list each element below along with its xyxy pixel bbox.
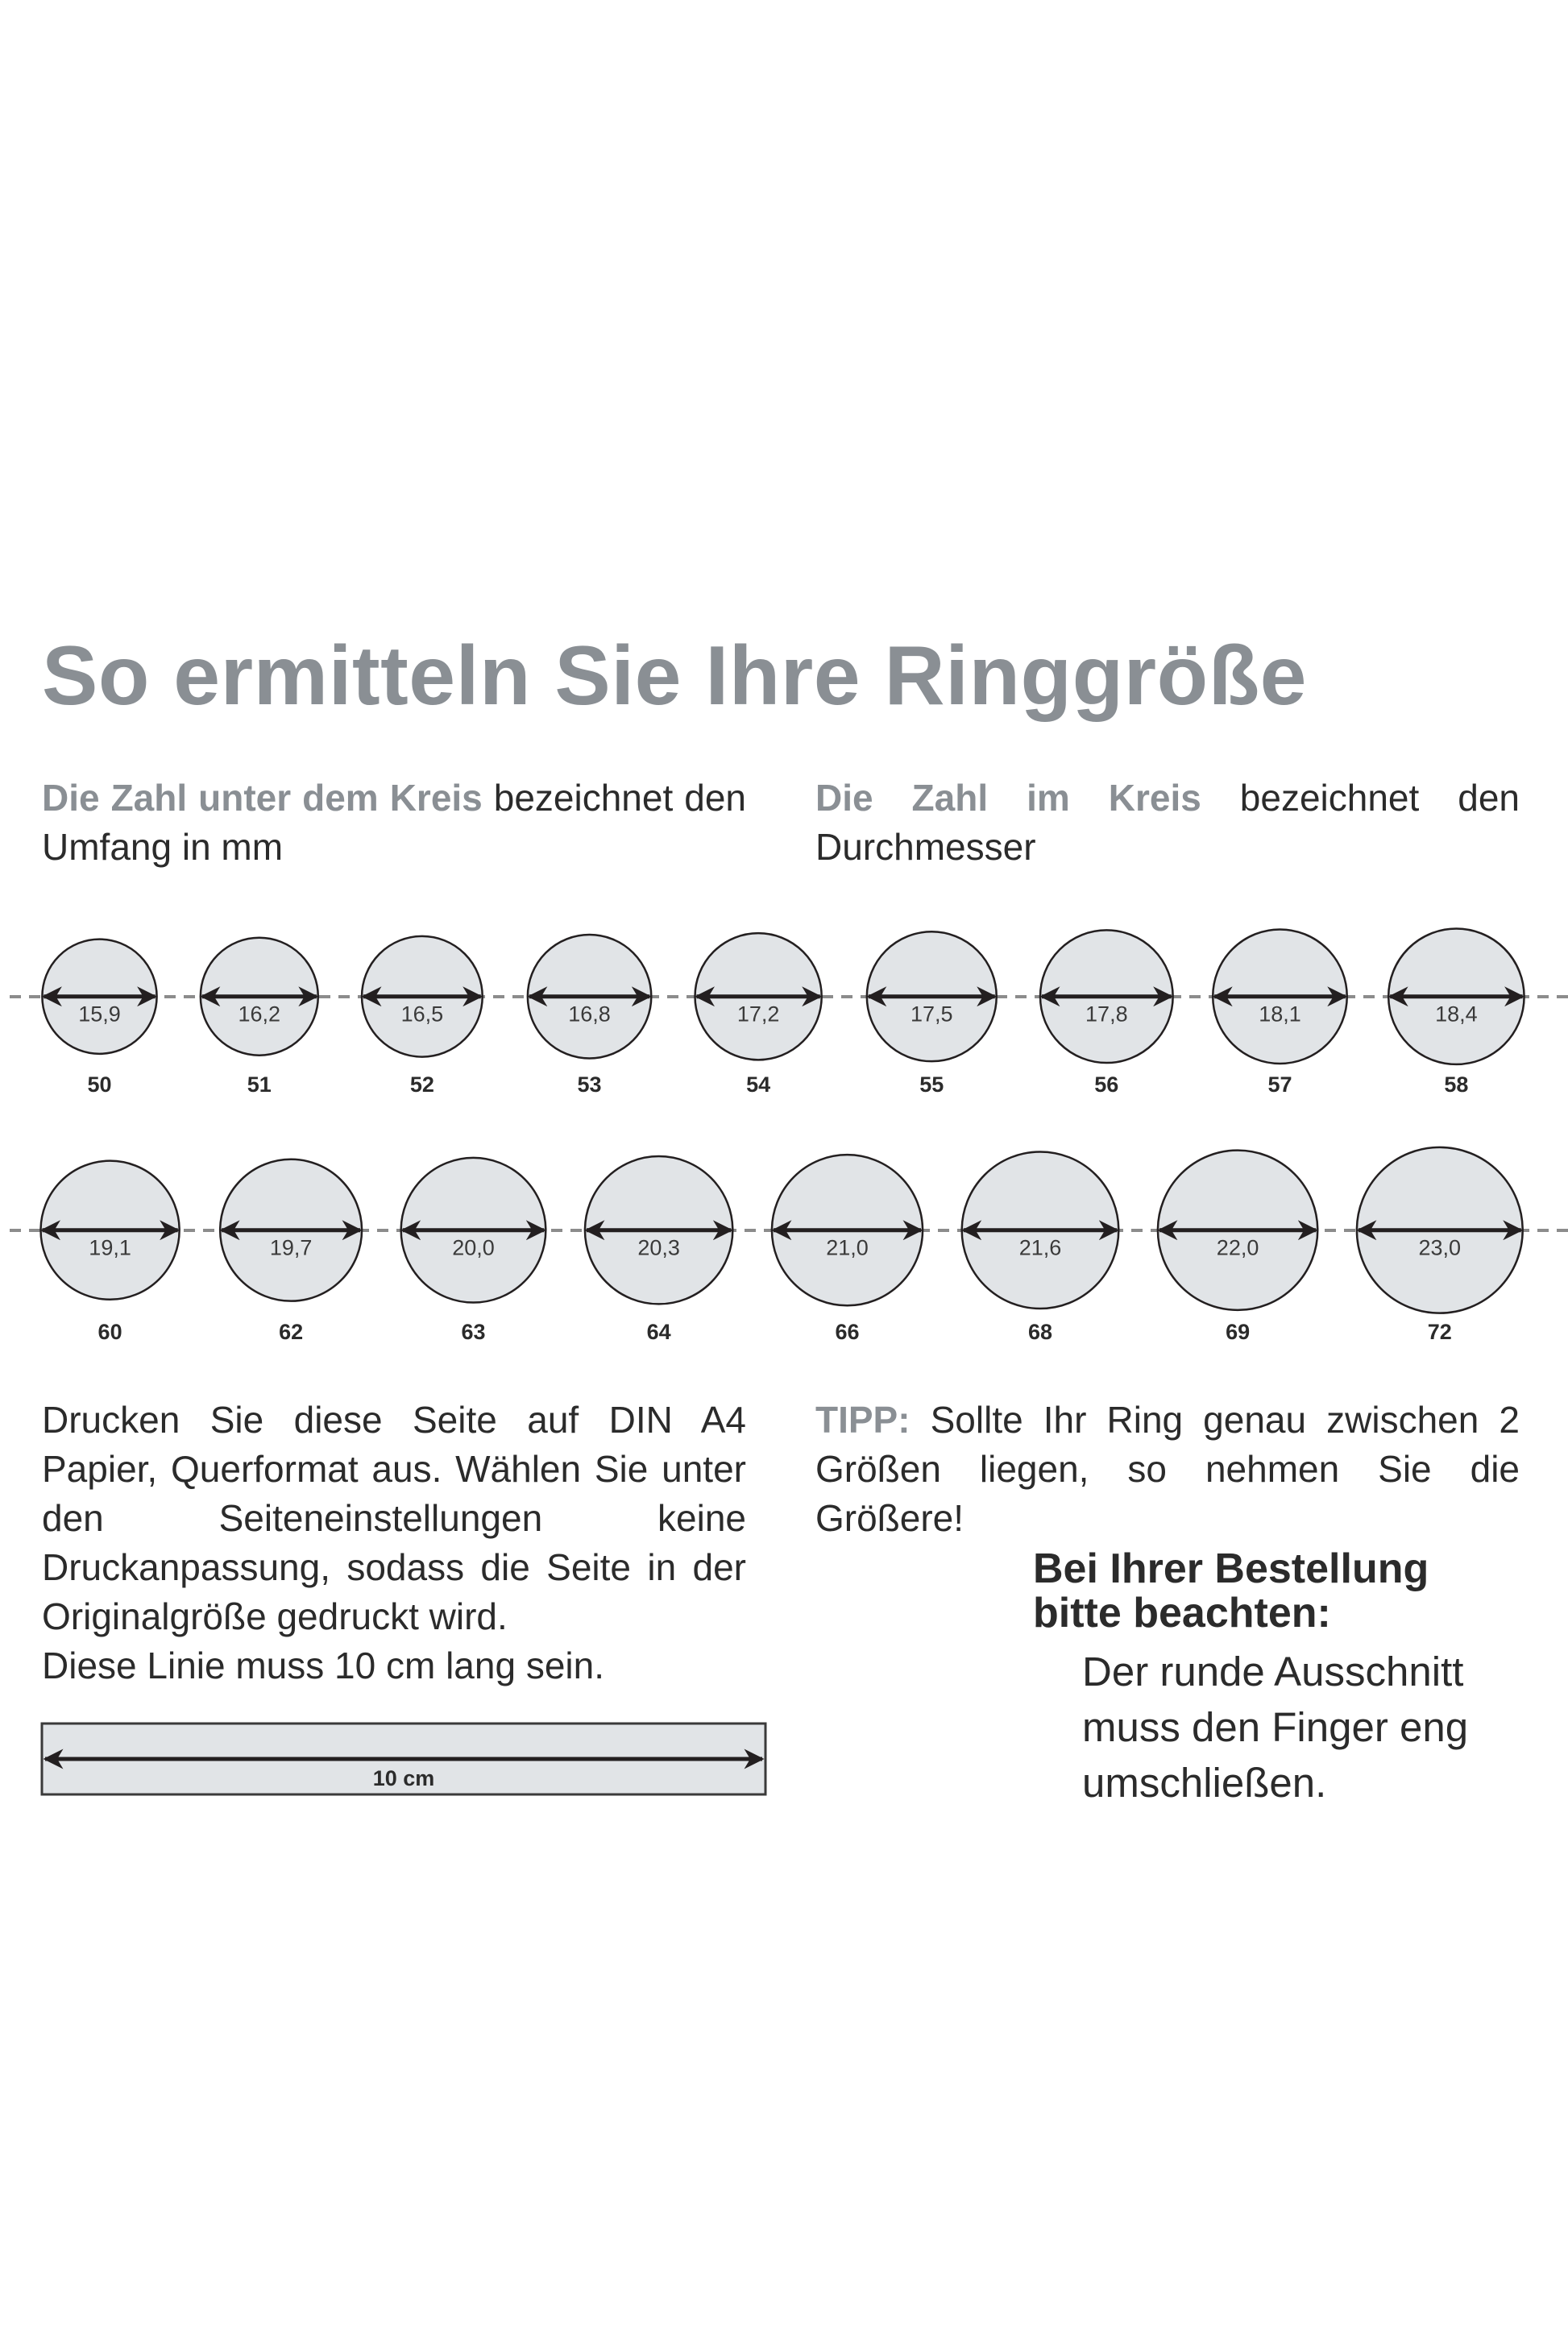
ring-size-51: 16,2 51 [199,936,320,1097]
intro-right-text: bezeichnet den Durchmesser [815,777,1520,868]
ring-diameter-label: 19,1 [89,1236,131,1260]
ring-size-label: 57 [1267,1072,1292,1097]
ring-size-64: 20,3 64 [583,1155,734,1344]
ring-size-68: 21,6 68 [960,1151,1120,1344]
order-note-body: Der runde Ausschnitt muss den Finger eng… [1082,1644,1468,1811]
ring-diameter-label: 21,6 [1019,1236,1062,1260]
ring-size-54: 17,2 54 [694,931,823,1097]
ring-size-53: 16,8 53 [526,933,653,1097]
ring-size-label: 63 [461,1320,485,1344]
ring-size-69: 22,0 69 [1156,1149,1319,1344]
ring-diameter-label: 16,2 [239,1002,281,1027]
ring-diameter-label: 16,8 [568,1002,611,1027]
order-note-heading: Bei Ihrer Bestellung bitte beachten: [1033,1547,1429,1636]
tip-text: Sollte Ihr Ring genau zwischen 2 Größen … [815,1399,1520,1539]
ring-size-label: 64 [647,1320,671,1344]
ring-size-label: 62 [279,1320,303,1344]
ring-diameter-label: 15,9 [78,1002,121,1027]
ring-diameter-label: 16,5 [401,1002,444,1027]
intro-right: Die Zahl im Kreis bezeichnet den Durchme… [815,774,1520,872]
page-title: So ermitteln Sie Ihre Ringgröße [42,629,1307,723]
intro-right-highlight: Die Zahl im Kreis [815,777,1201,819]
tip: TIPP: Sollte Ihr Ring genau zwischen 2 G… [815,1396,1520,1543]
ring-diameter-label: 18,4 [1435,1002,1478,1027]
ruler-10cm: 10 cm [40,1722,767,1796]
order-note-line: Der runde Ausschnitt [1082,1649,1464,1695]
ring-diameter-label: 23,0 [1419,1236,1462,1260]
order-note-heading-2: bitte beachten: [1033,1590,1331,1636]
ring-diameter-label: 22,0 [1217,1236,1259,1260]
ring-size-label: 51 [247,1072,272,1097]
order-note-heading-1: Bei Ihrer Bestellung [1033,1545,1429,1592]
ring-size-label: 56 [1094,1072,1118,1097]
ring-size-55: 17,5 55 [865,931,998,1097]
line-note: Diese Linie muss 10 cm lang sein. [42,1645,604,1686]
ring-size-58: 18,4 58 [1387,927,1525,1097]
tip-label: TIPP: [815,1399,911,1441]
ring-size-label: 54 [746,1072,770,1097]
ring-size-label: 50 [87,1072,111,1097]
ring-diameter-label: 17,5 [911,1002,953,1027]
print-instructions: Drucken Sie diese Seite auf DIN A4 Papie… [42,1399,746,1637]
order-note-line: umschließen. [1082,1760,1327,1806]
ring-size-57: 18,1 57 [1211,928,1348,1097]
ring-diameter-label: 17,8 [1085,1002,1128,1027]
ring-size-63: 20,0 63 [400,1156,547,1344]
intro-left-highlight: Die Zahl unter dem Kreis [42,777,483,819]
ring-size-label: 53 [578,1072,602,1097]
ring-size-label: 69 [1226,1320,1250,1344]
ring-size-label: 60 [98,1320,122,1344]
ring-size-66: 21,0 66 [770,1153,924,1344]
ring-size-72: 23,0 72 [1355,1146,1524,1344]
ring-diameter-label: 20,3 [637,1236,680,1260]
ruler-label: 10 cm [373,1766,435,1790]
intro-left: Die Zahl unter dem Kreis bezeichnet den … [42,774,746,872]
intro-left-text: bezeichnet den Umfang in mm [42,777,746,868]
ring-diameter-label: 18,1 [1259,1002,1301,1027]
ring-diameter-label: 21,0 [826,1236,869,1260]
ring-size-60: 19,1 60 [39,1159,180,1344]
ring-size-label: 72 [1428,1320,1452,1344]
ring-size-label: 52 [410,1072,434,1097]
ring-diameter-label: 17,2 [737,1002,780,1027]
ring-size-label: 55 [919,1072,944,1097]
ring-diameter-label: 20,0 [452,1236,495,1260]
ring-size-52: 16,5 52 [360,935,483,1097]
order-note-line: muss den Finger eng [1082,1704,1469,1750]
ring-size-label: 68 [1028,1320,1052,1344]
ring-size-label: 66 [835,1320,859,1344]
ring-size-56: 17,8 56 [1039,929,1174,1097]
ring-size-62: 19,7 62 [218,1158,363,1344]
ring-diameter-label: 19,7 [270,1236,313,1260]
ring-size-label: 58 [1444,1072,1468,1097]
ring-size-50: 15,9 50 [41,938,158,1097]
